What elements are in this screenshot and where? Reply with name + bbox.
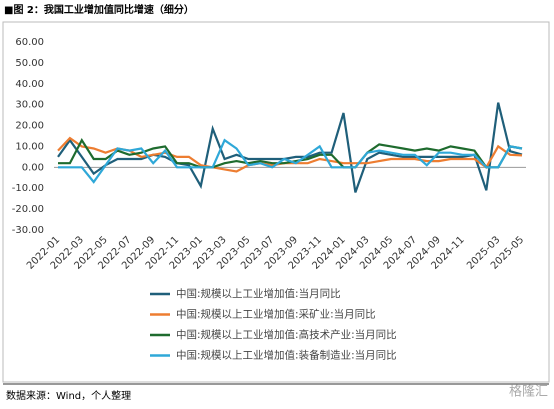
y-tick-label: -20.00 xyxy=(12,204,44,215)
watermark: 格隆汇 xyxy=(509,384,548,400)
legend-label: 中国:规模以上工业增加值:装备制造业:当月同比 xyxy=(176,349,397,362)
legend-label: 中国:规模以上工业增加值:采矿业:当月同比 xyxy=(176,308,376,321)
y-tick-label: 50.00 xyxy=(15,58,44,69)
y-tick-label: 40.00 xyxy=(15,79,44,90)
source-note: 数据来源：Wind，个人整理 xyxy=(6,389,131,402)
y-tick-label: 10.00 xyxy=(15,141,44,152)
series-line xyxy=(58,138,523,184)
legend-label: 中国:规模以上工业增加值:高技术产业:当月同比 xyxy=(176,328,397,341)
y-tick-label: 0.00 xyxy=(22,162,44,173)
y-tick-label: 30.00 xyxy=(15,100,44,111)
legend-label: 中国:规模以上工业增加值:当月同比 xyxy=(176,287,341,300)
y-tick-label: 60.00 xyxy=(15,37,44,48)
y-tick-label: -10.00 xyxy=(12,183,44,194)
page-title: ■图 2：我国工业增加值同比增速（细分） xyxy=(4,3,194,16)
y-tick-label: 20.00 xyxy=(15,121,44,132)
series-line xyxy=(57,102,523,193)
y-tick-label: -30.00 xyxy=(12,225,44,236)
chart-frame xyxy=(2,21,550,383)
